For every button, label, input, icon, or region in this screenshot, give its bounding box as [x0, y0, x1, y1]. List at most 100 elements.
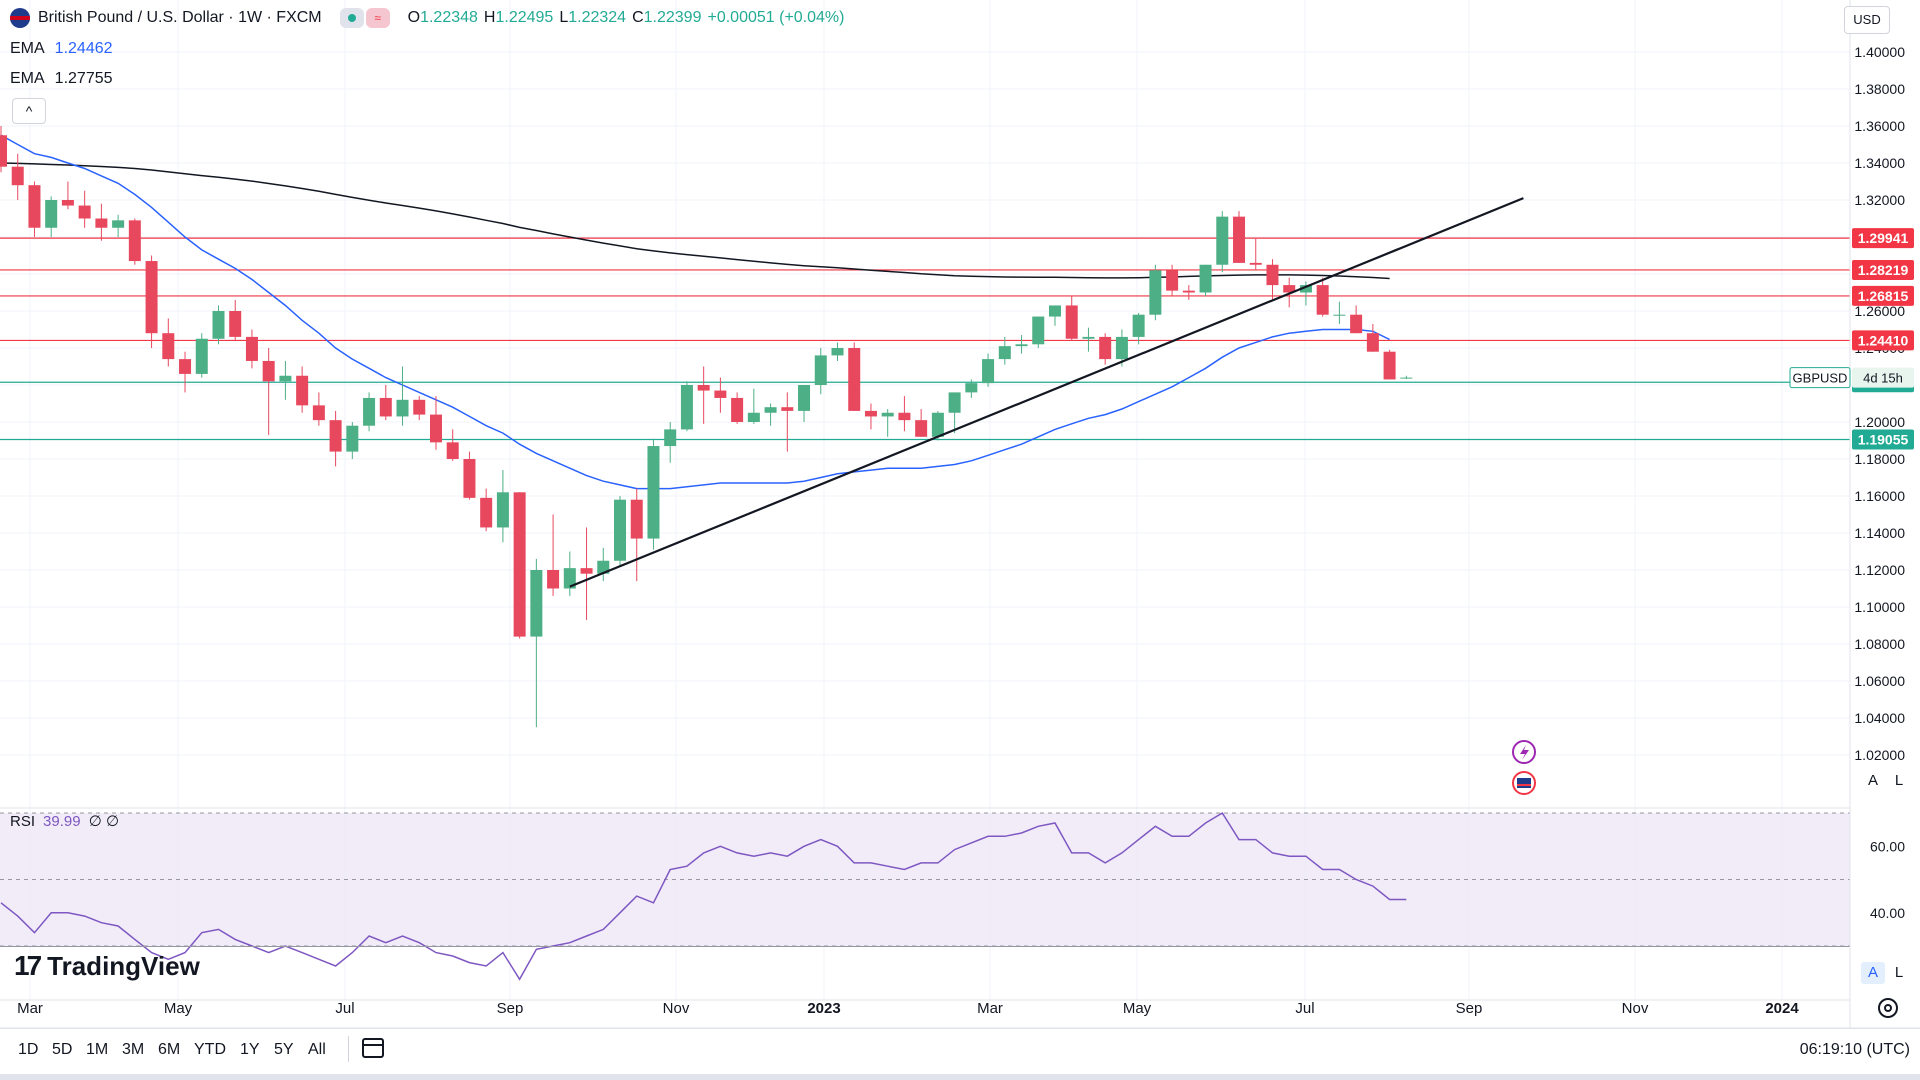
- candle-up: [814, 355, 827, 385]
- candle-down: [1266, 264, 1279, 286]
- time-tick-label: Nov: [663, 1000, 690, 1017]
- candle-down: [245, 336, 258, 361]
- ema-slow-value: 1.27755: [54, 70, 113, 87]
- candle-down: [162, 333, 175, 360]
- eye-icon[interactable]: [339, 8, 364, 28]
- utc-clock[interactable]: 06:19:10 (UTC): [1799, 1041, 1910, 1058]
- candle-down: [1065, 305, 1078, 339]
- ema-fast-line: [0, 134, 1390, 490]
- price-tick-label: 1.26000: [1854, 303, 1905, 319]
- ohlc-key: O: [407, 9, 421, 26]
- candle-down: [714, 390, 727, 398]
- countdown-tag: [1852, 367, 1914, 388]
- range-button-1y[interactable]: 1Y: [240, 1041, 260, 1058]
- price-change: +0.00051 (+0.04%): [707, 9, 845, 26]
- bottom-strip: [0, 1074, 1920, 1080]
- candle-down: [1366, 333, 1379, 352]
- rsi-legend[interactable]: RSI 39.99 ∅ ∅: [10, 812, 119, 830]
- range-button-3m[interactable]: 3M: [122, 1041, 145, 1058]
- range-button-6m[interactable]: 6M: [158, 1041, 181, 1058]
- level-price-tag: [1852, 285, 1914, 306]
- candle-up: [396, 399, 409, 417]
- price-tick-label: 1.36000: [1854, 118, 1905, 134]
- candle-down: [513, 492, 526, 637]
- level-price-tag: [1852, 259, 1914, 280]
- candle-up: [45, 200, 58, 228]
- time-tick-label: Mar: [17, 1000, 43, 1017]
- candle-up: [1082, 336, 1095, 339]
- candle-down: [262, 360, 275, 382]
- toolbar-divider: [348, 1036, 349, 1062]
- us-flag-stripe-icon: [1517, 784, 1531, 786]
- collapse-legend-button[interactable]: ^: [12, 98, 46, 124]
- ema-slow-legend[interactable]: EMA 1.27755: [10, 70, 113, 88]
- candle-down: [630, 499, 643, 539]
- rsi-extra-2: ∅: [105, 813, 120, 830]
- candle-up: [1400, 377, 1413, 379]
- ohlc-value: 1.22324: [568, 9, 627, 26]
- candle-up: [647, 446, 660, 539]
- ema-fast-value: 1.24462: [54, 40, 113, 57]
- gear-icon[interactable]: [1878, 998, 1898, 1018]
- time-tick-label: Mar: [977, 1000, 1003, 1017]
- candle-up: [1199, 264, 1212, 293]
- candle-down: [1166, 270, 1179, 291]
- range-button-5d[interactable]: 5D: [52, 1041, 73, 1058]
- price-scale-auto-button[interactable]: A: [1867, 772, 1878, 789]
- range-button-1m[interactable]: 1M: [86, 1041, 109, 1058]
- currency-button[interactable]: USD: [1844, 6, 1890, 34]
- candle-down: [697, 385, 710, 391]
- candle-down: [1350, 314, 1363, 334]
- range-button-1d[interactable]: 1D: [18, 1041, 39, 1058]
- time-tick-label: Sep: [1456, 1000, 1483, 1017]
- range-button-all[interactable]: All: [308, 1041, 326, 1058]
- calendar-icon[interactable]: [362, 1038, 384, 1058]
- candle-up: [664, 429, 677, 447]
- symbol-title[interactable]: British Pound / U.S. Dollar · 1W · FXCM: [38, 9, 322, 26]
- wave-icon[interactable]: ≈: [365, 8, 390, 28]
- price-tick-label: 1.16000: [1854, 488, 1905, 504]
- candle-up: [363, 397, 376, 426]
- ohlc-value: 1.22495: [495, 9, 554, 26]
- rsi-label: RSI: [10, 813, 36, 830]
- ema-slow-line: [0, 162, 1390, 280]
- rsi-value: 39.99: [43, 813, 81, 830]
- time-tick-label: Jul: [1295, 1000, 1314, 1017]
- time-tick-label: May: [1123, 1000, 1152, 1017]
- range-button-5y[interactable]: 5Y: [274, 1041, 294, 1058]
- price-tick-label: 1.06000: [1854, 673, 1905, 689]
- candle-up: [982, 359, 995, 384]
- candle-down: [864, 410, 877, 417]
- candle-down: [1249, 262, 1262, 265]
- price-tick-label: 1.10000: [1854, 599, 1905, 615]
- ohlc-value: 1.22348: [420, 9, 478, 26]
- candle-up: [279, 375, 292, 382]
- candle-down: [145, 261, 158, 334]
- candle-down: [731, 397, 744, 422]
- candle-up: [1015, 344, 1028, 347]
- candle-down: [312, 405, 325, 421]
- price-tick-label: 1.18000: [1854, 451, 1905, 467]
- ohlc-value: 1.22399: [643, 9, 702, 26]
- range-button-ytd[interactable]: YTD: [194, 1041, 226, 1058]
- rsi-extra-1: ∅: [88, 813, 102, 830]
- candle-down: [11, 166, 24, 186]
- ema-fast-legend[interactable]: EMA 1.24462: [10, 40, 113, 58]
- legend-toggles: ≈: [339, 8, 392, 28]
- bottom-toolbar: [0, 1028, 1920, 1075]
- gbp-usd-flag-icon: [10, 8, 30, 28]
- rsi-scale-log-button[interactable]: L: [1894, 964, 1904, 981]
- candle-up: [1333, 314, 1346, 316]
- price-tick-label: 1.40000: [1854, 44, 1905, 60]
- ema-slow-label: EMA: [10, 70, 45, 87]
- level-price-tag: [1852, 228, 1914, 249]
- symbol-tag: [1789, 367, 1851, 389]
- candle-up: [563, 568, 576, 589]
- rsi-scale-auto-button[interactable]: A: [1861, 962, 1885, 984]
- level-price-label: 1.28219: [1858, 262, 1909, 278]
- rsi-band: [0, 813, 1850, 946]
- price-scale-log-button[interactable]: L: [1894, 772, 1904, 789]
- tradingview-logo[interactable]: 17 TradingView: [14, 950, 200, 982]
- candle-up: [798, 385, 811, 411]
